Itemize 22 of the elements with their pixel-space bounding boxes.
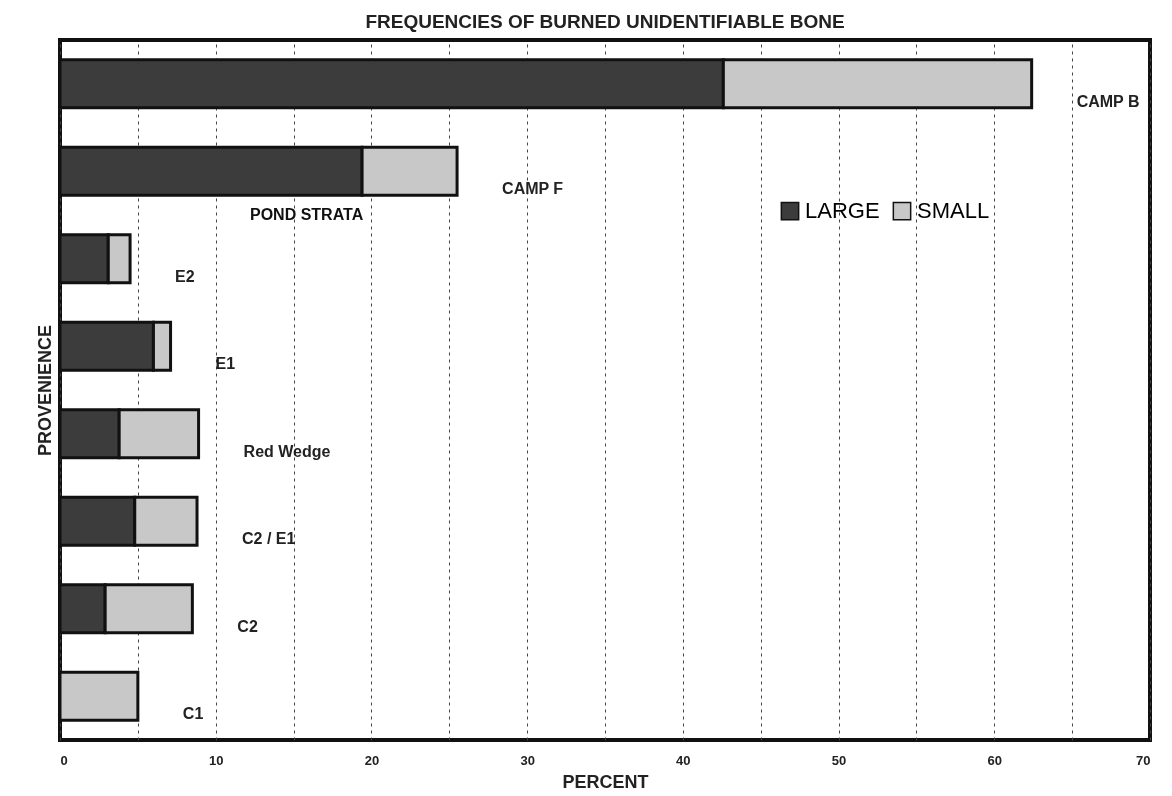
- y-tick-label: C2 / E1: [242, 530, 296, 548]
- legend-label: SMALL: [917, 198, 990, 224]
- y-tick-label: C1: [182, 705, 204, 723]
- y-tick-label: CAMP F: [502, 180, 564, 198]
- x-tick-label: 50: [831, 752, 847, 768]
- legend-label: LARGE: [805, 198, 880, 224]
- y-tick-label: Red Wedge: [243, 442, 331, 460]
- x-tick-label: 60: [987, 752, 1003, 768]
- chart-title: FREQUENCIES OF BURNED UNIDENTIFIABLE BONE: [365, 11, 845, 32]
- x-axis-title: PERCENT: [562, 771, 649, 792]
- x-tick-label: 30: [520, 752, 535, 768]
- x-tick-label: 40: [676, 752, 691, 768]
- y-axis-title: PROVENIENCE: [34, 324, 55, 457]
- x-tick-label: 0: [60, 752, 68, 768]
- x-tick-label: 20: [364, 752, 380, 768]
- x-tick-label: 10: [208, 752, 224, 768]
- y-tick-label: E2: [175, 267, 195, 285]
- y-tick-label: CAMP B: [1076, 92, 1140, 110]
- y-tick-label: E1: [215, 355, 236, 373]
- y-tick-label: C2: [237, 617, 258, 635]
- annotation: POND STRATA: [250, 206, 364, 223]
- x-tick-label: 70: [1136, 752, 1151, 768]
